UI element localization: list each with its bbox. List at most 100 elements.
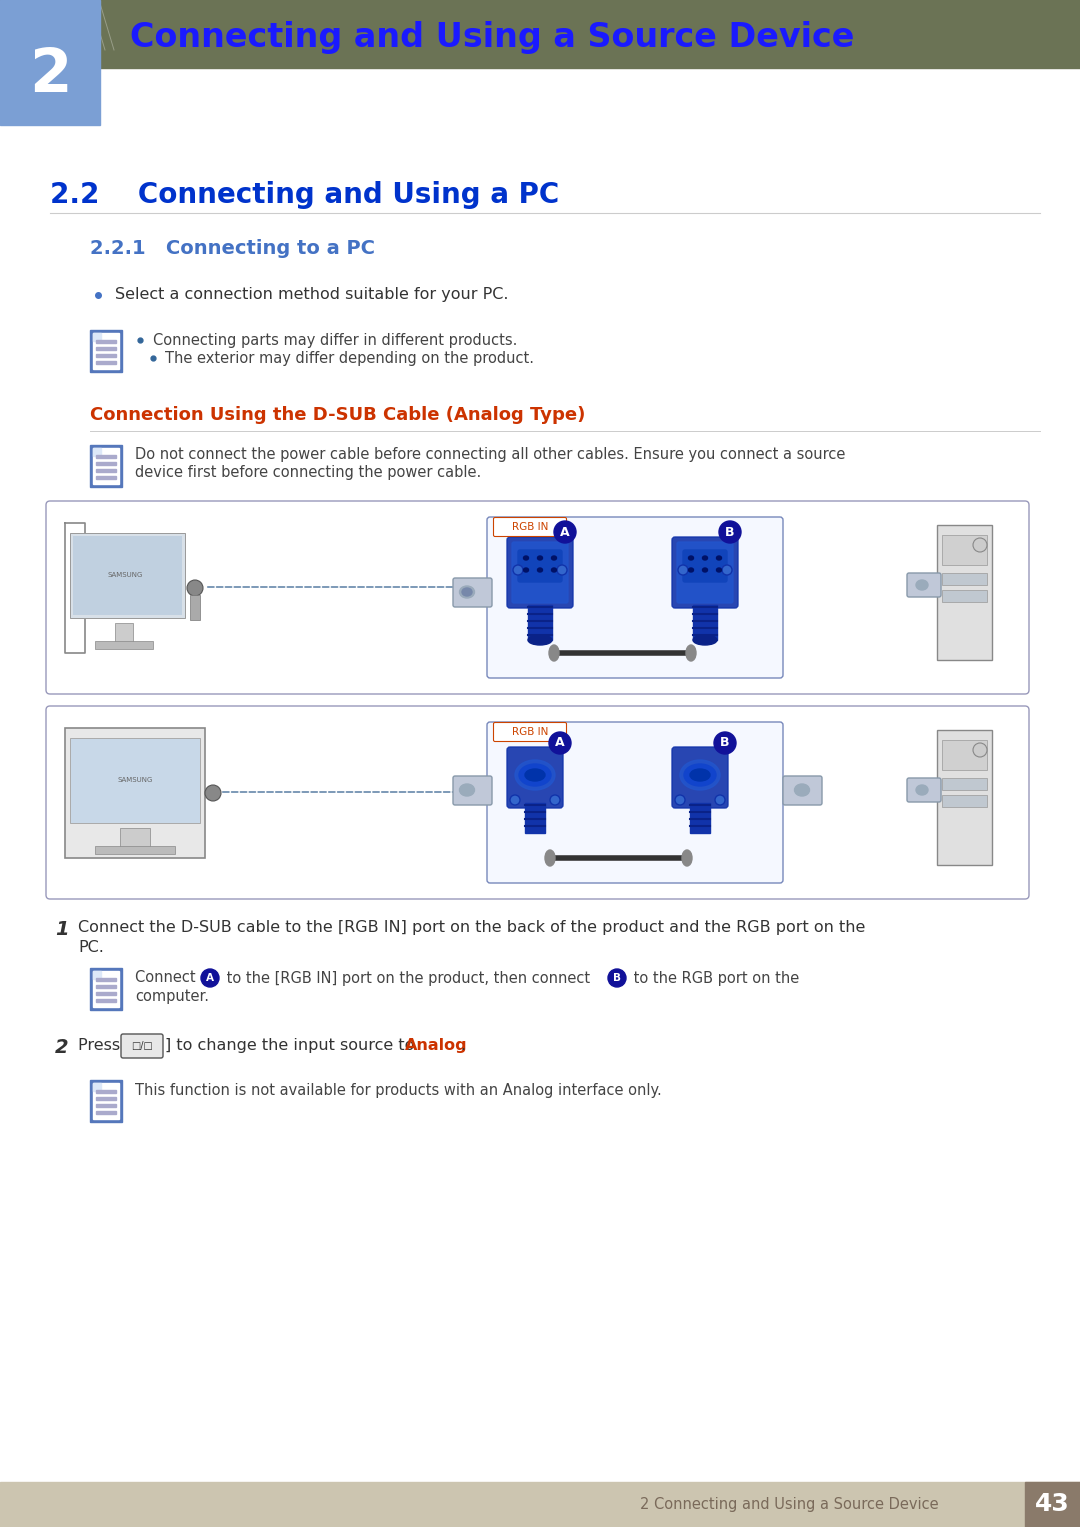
FancyBboxPatch shape xyxy=(783,776,822,805)
Text: ] to change the input source to: ] to change the input source to xyxy=(165,1038,419,1054)
Bar xyxy=(96,476,116,478)
Text: □/□: □/□ xyxy=(131,1041,153,1051)
Bar xyxy=(120,828,150,847)
Circle shape xyxy=(510,796,519,805)
Ellipse shape xyxy=(795,783,810,796)
Circle shape xyxy=(550,796,561,805)
Bar xyxy=(93,333,119,370)
Bar xyxy=(0,0,100,125)
Text: RGB IN: RGB IN xyxy=(512,522,549,531)
Ellipse shape xyxy=(524,556,528,560)
Bar xyxy=(96,463,116,464)
Text: B: B xyxy=(726,525,734,539)
Bar xyxy=(96,985,116,988)
Ellipse shape xyxy=(702,568,707,573)
FancyBboxPatch shape xyxy=(512,542,568,603)
Circle shape xyxy=(715,796,725,805)
Ellipse shape xyxy=(552,556,556,560)
Circle shape xyxy=(675,796,685,805)
Circle shape xyxy=(678,565,688,576)
FancyBboxPatch shape xyxy=(494,518,567,536)
Text: 2.2.1   Connecting to a PC: 2.2.1 Connecting to a PC xyxy=(90,238,375,258)
Ellipse shape xyxy=(459,783,474,796)
Text: Select a connection method suitable for your PC.: Select a connection method suitable for … xyxy=(114,287,509,302)
Bar xyxy=(190,596,200,620)
FancyBboxPatch shape xyxy=(518,550,562,582)
Bar xyxy=(942,573,987,585)
Bar xyxy=(90,444,122,487)
Text: SAMSUNG: SAMSUNG xyxy=(107,573,143,579)
Circle shape xyxy=(554,521,576,544)
Bar xyxy=(70,738,200,823)
Ellipse shape xyxy=(689,556,693,560)
Ellipse shape xyxy=(916,785,928,796)
Circle shape xyxy=(513,565,523,576)
Ellipse shape xyxy=(689,568,693,573)
Text: device first before connecting the power cable.: device first before connecting the power… xyxy=(135,466,482,481)
Ellipse shape xyxy=(690,770,710,780)
Circle shape xyxy=(719,521,741,544)
Bar xyxy=(93,447,119,484)
Bar xyxy=(942,589,987,602)
Bar xyxy=(70,533,185,618)
Bar xyxy=(525,803,545,834)
Text: Connection Using the D-SUB Cable (Analog Type): Connection Using the D-SUB Cable (Analog… xyxy=(90,406,585,425)
Bar xyxy=(114,623,133,643)
Bar xyxy=(96,455,116,458)
Circle shape xyxy=(973,538,987,551)
Text: This function is not available for products with an Analog interface only.: This function is not available for produ… xyxy=(135,1083,662,1098)
Text: .: . xyxy=(460,1038,465,1054)
Circle shape xyxy=(187,580,203,596)
Ellipse shape xyxy=(528,635,552,644)
Bar xyxy=(96,354,116,356)
Text: to the RGB port on the: to the RGB port on the xyxy=(629,971,799,985)
Text: Analog: Analog xyxy=(405,1038,468,1054)
FancyBboxPatch shape xyxy=(672,747,728,808)
Circle shape xyxy=(714,731,735,754)
FancyBboxPatch shape xyxy=(907,573,941,597)
Bar xyxy=(93,1083,119,1119)
Text: B: B xyxy=(613,973,621,983)
Text: 2 Connecting and Using a Source Device: 2 Connecting and Using a Source Device xyxy=(640,1496,939,1512)
Text: PC.: PC. xyxy=(78,941,104,954)
Bar xyxy=(528,605,552,640)
Bar xyxy=(96,999,116,1002)
Text: A: A xyxy=(561,525,570,539)
Bar xyxy=(93,971,119,1006)
Ellipse shape xyxy=(552,568,556,573)
Text: 2: 2 xyxy=(29,46,71,104)
Text: Connect the D-SUB cable to the [RGB IN] port on the back of the product and the : Connect the D-SUB cable to the [RGB IN] … xyxy=(78,919,865,935)
Text: Do not connect the power cable before connecting all other cables. Ensure you co: Do not connect the power cable before co… xyxy=(135,447,846,463)
Text: computer.: computer. xyxy=(135,988,210,1003)
Bar xyxy=(73,536,183,615)
Circle shape xyxy=(557,565,567,576)
Ellipse shape xyxy=(693,635,717,644)
FancyBboxPatch shape xyxy=(677,542,733,603)
Ellipse shape xyxy=(538,556,542,560)
Bar xyxy=(96,1112,116,1113)
Circle shape xyxy=(205,785,221,802)
Bar xyxy=(0,0,1080,69)
Bar xyxy=(90,968,122,1009)
FancyBboxPatch shape xyxy=(672,538,738,608)
Ellipse shape xyxy=(681,851,692,866)
Bar xyxy=(95,846,175,854)
Bar xyxy=(96,977,116,980)
FancyBboxPatch shape xyxy=(453,776,492,805)
Text: Connecting parts may differ in different products.: Connecting parts may differ in different… xyxy=(153,333,517,348)
Bar xyxy=(95,641,153,649)
Bar xyxy=(90,1080,122,1122)
Text: to the [RGB IN] port on the product, then connect: to the [RGB IN] port on the product, the… xyxy=(222,971,595,985)
Ellipse shape xyxy=(462,588,472,596)
FancyBboxPatch shape xyxy=(121,1034,163,1058)
Ellipse shape xyxy=(716,556,721,560)
Ellipse shape xyxy=(515,760,555,789)
Bar xyxy=(96,347,116,350)
FancyBboxPatch shape xyxy=(453,579,492,608)
Bar xyxy=(942,796,987,806)
Ellipse shape xyxy=(538,568,542,573)
Ellipse shape xyxy=(519,764,551,786)
FancyBboxPatch shape xyxy=(907,777,941,802)
Text: RGB IN: RGB IN xyxy=(512,727,549,738)
Bar xyxy=(937,525,993,660)
